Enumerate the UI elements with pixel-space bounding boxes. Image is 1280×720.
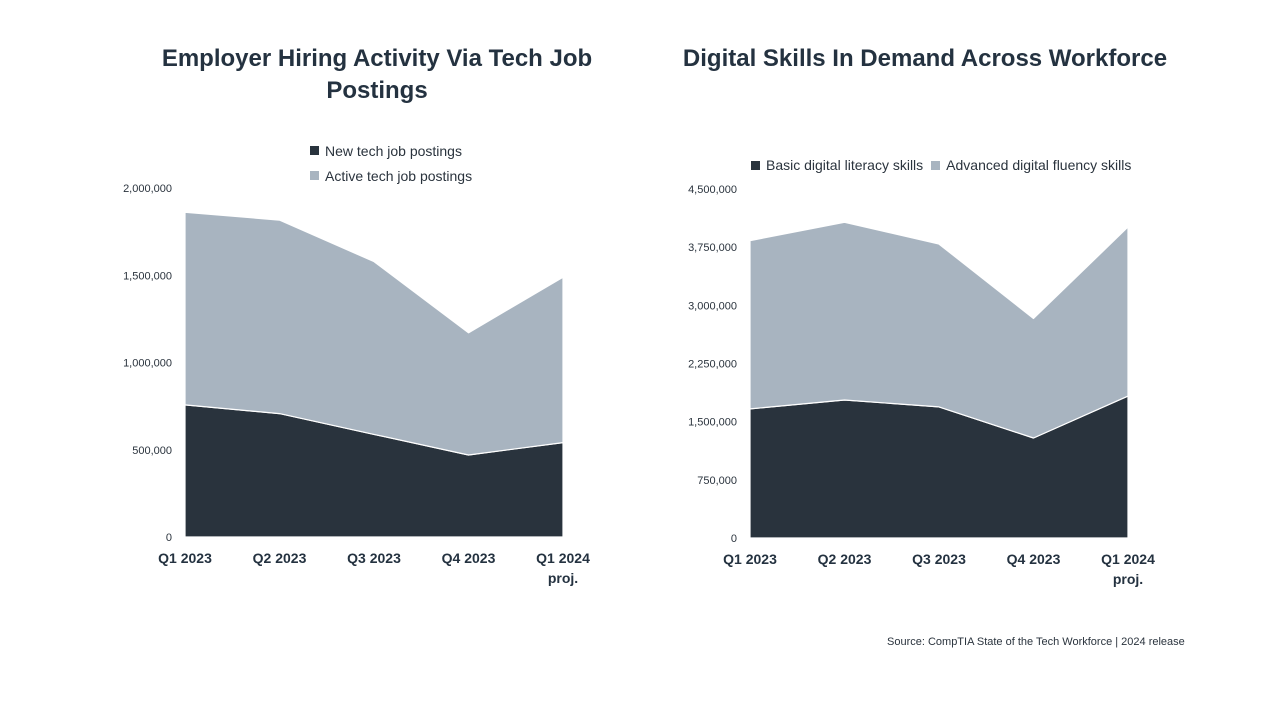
y-tick-label-right: 3,750,000	[688, 242, 737, 254]
y-tick-label-right: 4,500,000	[688, 184, 737, 196]
x-tick-label-left: Q1 2024	[536, 550, 590, 566]
y-tick-label-left: 500,000	[132, 445, 172, 457]
x-tick-label-left: Q4 2023	[442, 550, 496, 566]
chart-right-title: Digital Skills In Demand Across Workforc…	[682, 45, 1168, 72]
y-tick-label-left: 0	[166, 532, 172, 544]
legend-label: Basic digital literacy skills	[766, 157, 924, 173]
x-tick-label-right: Q3 2023	[912, 551, 966, 567]
x-tick-label-left: Q1 2023	[158, 550, 212, 566]
x-tick-label-right: Q1 2023	[723, 551, 777, 567]
y-tick-label-right: 0	[731, 533, 737, 545]
legend-item-basic-skills: Basic digital literacy skills	[751, 156, 923, 174]
y-tick-label-left: 1,000,000	[123, 358, 172, 370]
chart-left-title: Employer Hiring Activity Via Tech Job Po…	[161, 45, 593, 104]
legend-label: Active tech job postings	[325, 167, 473, 184]
area-left-series-2	[184, 211, 564, 456]
y-tick-label-left: 2,000,000	[123, 183, 172, 195]
x-tick-sublabel-left: proj.	[548, 570, 578, 586]
y-tick-label-right: 750,000	[697, 475, 737, 487]
y-tick-label-right: 1,500,000	[688, 417, 737, 429]
legend-swatch-dark	[751, 160, 760, 170]
legend-label: Advanced digital fluency skills	[946, 157, 1132, 173]
legend-item-active-postings: Active tech job postings	[310, 163, 472, 188]
legend-swatch-light	[931, 160, 941, 170]
x-tick-label-right: Q4 2023	[1007, 551, 1061, 567]
legend-swatch-light	[310, 171, 319, 180]
y-tick-label-right: 2,250,000	[688, 359, 737, 371]
x-tick-label-right: Q2 2023	[818, 551, 872, 567]
x-tick-sublabel-right: proj.	[1113, 571, 1143, 587]
legend-swatch-dark	[310, 146, 319, 155]
legend-label: New tech job postings	[325, 142, 462, 159]
legend-item-advanced-skills: Advanced digital fluency skills	[931, 156, 1131, 174]
y-tick-label-left: 1,500,000	[123, 270, 172, 282]
x-tick-label-right: Q1 2024	[1101, 551, 1155, 567]
chart-left-legend: New tech job postings Active tech job po…	[310, 138, 472, 188]
x-tick-label-left: Q2 2023	[253, 550, 307, 566]
area-right-series-2	[749, 221, 1129, 439]
chart-right-legend: Basic digital literacy skills Advanced d…	[751, 156, 1131, 174]
legend-item-new-postings: New tech job postings	[310, 138, 472, 163]
x-tick-label-left: Q3 2023	[347, 550, 401, 566]
y-tick-label-right: 3,000,000	[688, 300, 737, 312]
source-note: Source: CompTIA State of the Tech Workfo…	[887, 636, 1185, 648]
